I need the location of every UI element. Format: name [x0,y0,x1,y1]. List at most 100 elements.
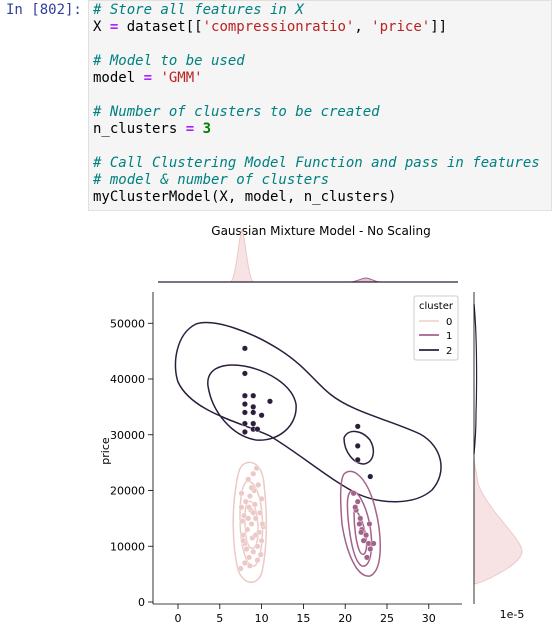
legend-label-2: 2 [446,346,452,357]
right-marginal: 1e-5 [473,292,525,621]
contour-1-outer [339,470,381,577]
legend-label-1: 1 [446,331,452,342]
data-point-cluster-2 [354,423,361,430]
data-point-cluster-0 [257,551,264,558]
legend-title: cluster [419,301,454,312]
y-tick-label: 40000 [110,373,145,386]
cell-prompt: In [802]: [6,2,82,18]
data-point-cluster-0 [248,520,255,527]
data-point-cluster-2 [241,428,248,435]
data-point-cluster-2 [241,370,248,377]
data-point-cluster-0 [254,557,261,564]
data-point-cluster-0 [258,537,265,544]
code-string: 'compressionratio' [202,19,355,35]
data-point-cluster-2 [241,345,248,352]
y-tick-label: 20000 [110,485,145,498]
top-marginal-density-1 [349,277,381,283]
legend-box [413,295,459,361]
top-marginal-density-0 [229,229,255,283]
data-point-cluster-2 [354,442,361,449]
y-axis-ticks: 0 10000 20000 30000 40000 50000 [110,317,153,609]
data-point-cluster-2 [367,473,374,480]
contour-0-mid [239,480,264,567]
data-point-cluster-2 [241,392,248,399]
data-point-cluster-0 [242,498,249,505]
contour-0-inner [244,500,259,550]
code-comment: # Call Clustering Model Function and pas… [93,155,540,171]
scatter-points [237,345,377,572]
data-point-cluster-0 [256,509,263,516]
y-tick-label: 10000 [110,540,145,553]
x-tick-label: 20 [338,612,352,625]
data-point-cluster-0 [251,501,258,508]
data-point-cluster-2 [258,412,265,419]
data-point-cluster-0 [250,548,257,555]
code-number: 3 [202,121,212,137]
data-point-cluster-1 [370,540,377,547]
data-point-cluster-0 [252,532,259,539]
data-point-cluster-0 [240,537,247,544]
data-point-cluster-0 [246,493,253,500]
gmm-jointplot-chart: Gaussian Mixture Model - No Scaling 1e-5… [99,224,525,625]
code-string: 'price' [371,19,431,35]
data-point-cluster-0 [238,504,245,511]
data-point-cluster-1 [357,515,364,522]
data-point-cluster-1 [367,546,374,553]
data-point-cluster-1 [366,520,373,527]
data-point-cluster-1 [360,537,367,544]
code-comment: # model & number of clusters [93,172,330,188]
right-marginal-scale-label: 1e-5 [500,608,525,621]
data-point-cluster-0 [237,565,244,572]
data-point-cluster-0 [253,465,260,472]
x-tick-label: 5 [216,612,223,625]
data-point-cluster-2 [250,392,257,399]
data-point-cluster-0 [254,543,261,550]
data-point-cluster-0 [245,476,252,483]
data-point-cluster-1 [363,554,370,561]
code-token: X [93,19,102,35]
data-point-cluster-0 [248,484,255,491]
data-point-cluster-0 [244,526,251,533]
data-point-cluster-1 [352,504,359,511]
code-operator: = [135,70,161,86]
data-point-cluster-0 [259,520,266,527]
code-editor[interactable]: # Store all features in X X = dataset[['… [93,2,540,206]
code-comment: # Store all features in X [93,2,304,18]
code-token: model [93,70,136,86]
density-contours [174,321,442,583]
contour-1-mid [346,490,373,567]
data-point-cluster-0 [245,515,252,522]
data-point-cluster-2 [354,456,361,463]
data-point-cluster-1 [356,520,363,527]
contour-2-inner-right [343,430,375,465]
data-point-cluster-1 [363,532,370,539]
data-point-cluster-0 [240,532,247,539]
code-comment: # Number of clusters to be created [93,104,380,120]
code-operator: = [177,121,203,137]
data-point-cluster-1 [350,490,357,497]
data-point-cluster-0 [239,518,246,525]
code-token: ]] [430,19,448,35]
data-point-cluster-0 [241,512,248,519]
data-point-cluster-2 [250,403,257,410]
right-marginal-density-0 [473,458,523,585]
data-point-cluster-2 [241,401,248,408]
code-token: n_clusters [93,121,178,137]
data-point-cluster-2 [250,420,257,427]
data-point-cluster-0 [238,490,245,497]
x-tick-label: 30 [422,612,436,625]
code-cell[interactable]: # Store all features in X X = dataset[['… [88,0,552,211]
data-point-cluster-0 [246,504,253,511]
x-tick-label: 15 [296,612,310,625]
legend: cluster 0 1 2 [413,295,459,361]
code-operator: = [101,19,127,35]
code-comment: # Model to be used [93,53,245,69]
y-axis-label: price [99,437,112,465]
code-string: 'GMM' [160,70,203,86]
data-point-cluster-0 [252,515,259,522]
data-point-cluster-0 [243,546,250,553]
data-point-cluster-2 [241,420,248,427]
data-point-cluster-0 [246,554,253,561]
data-point-cluster-0 [250,470,257,477]
code-token: dataset[[ [126,19,203,35]
